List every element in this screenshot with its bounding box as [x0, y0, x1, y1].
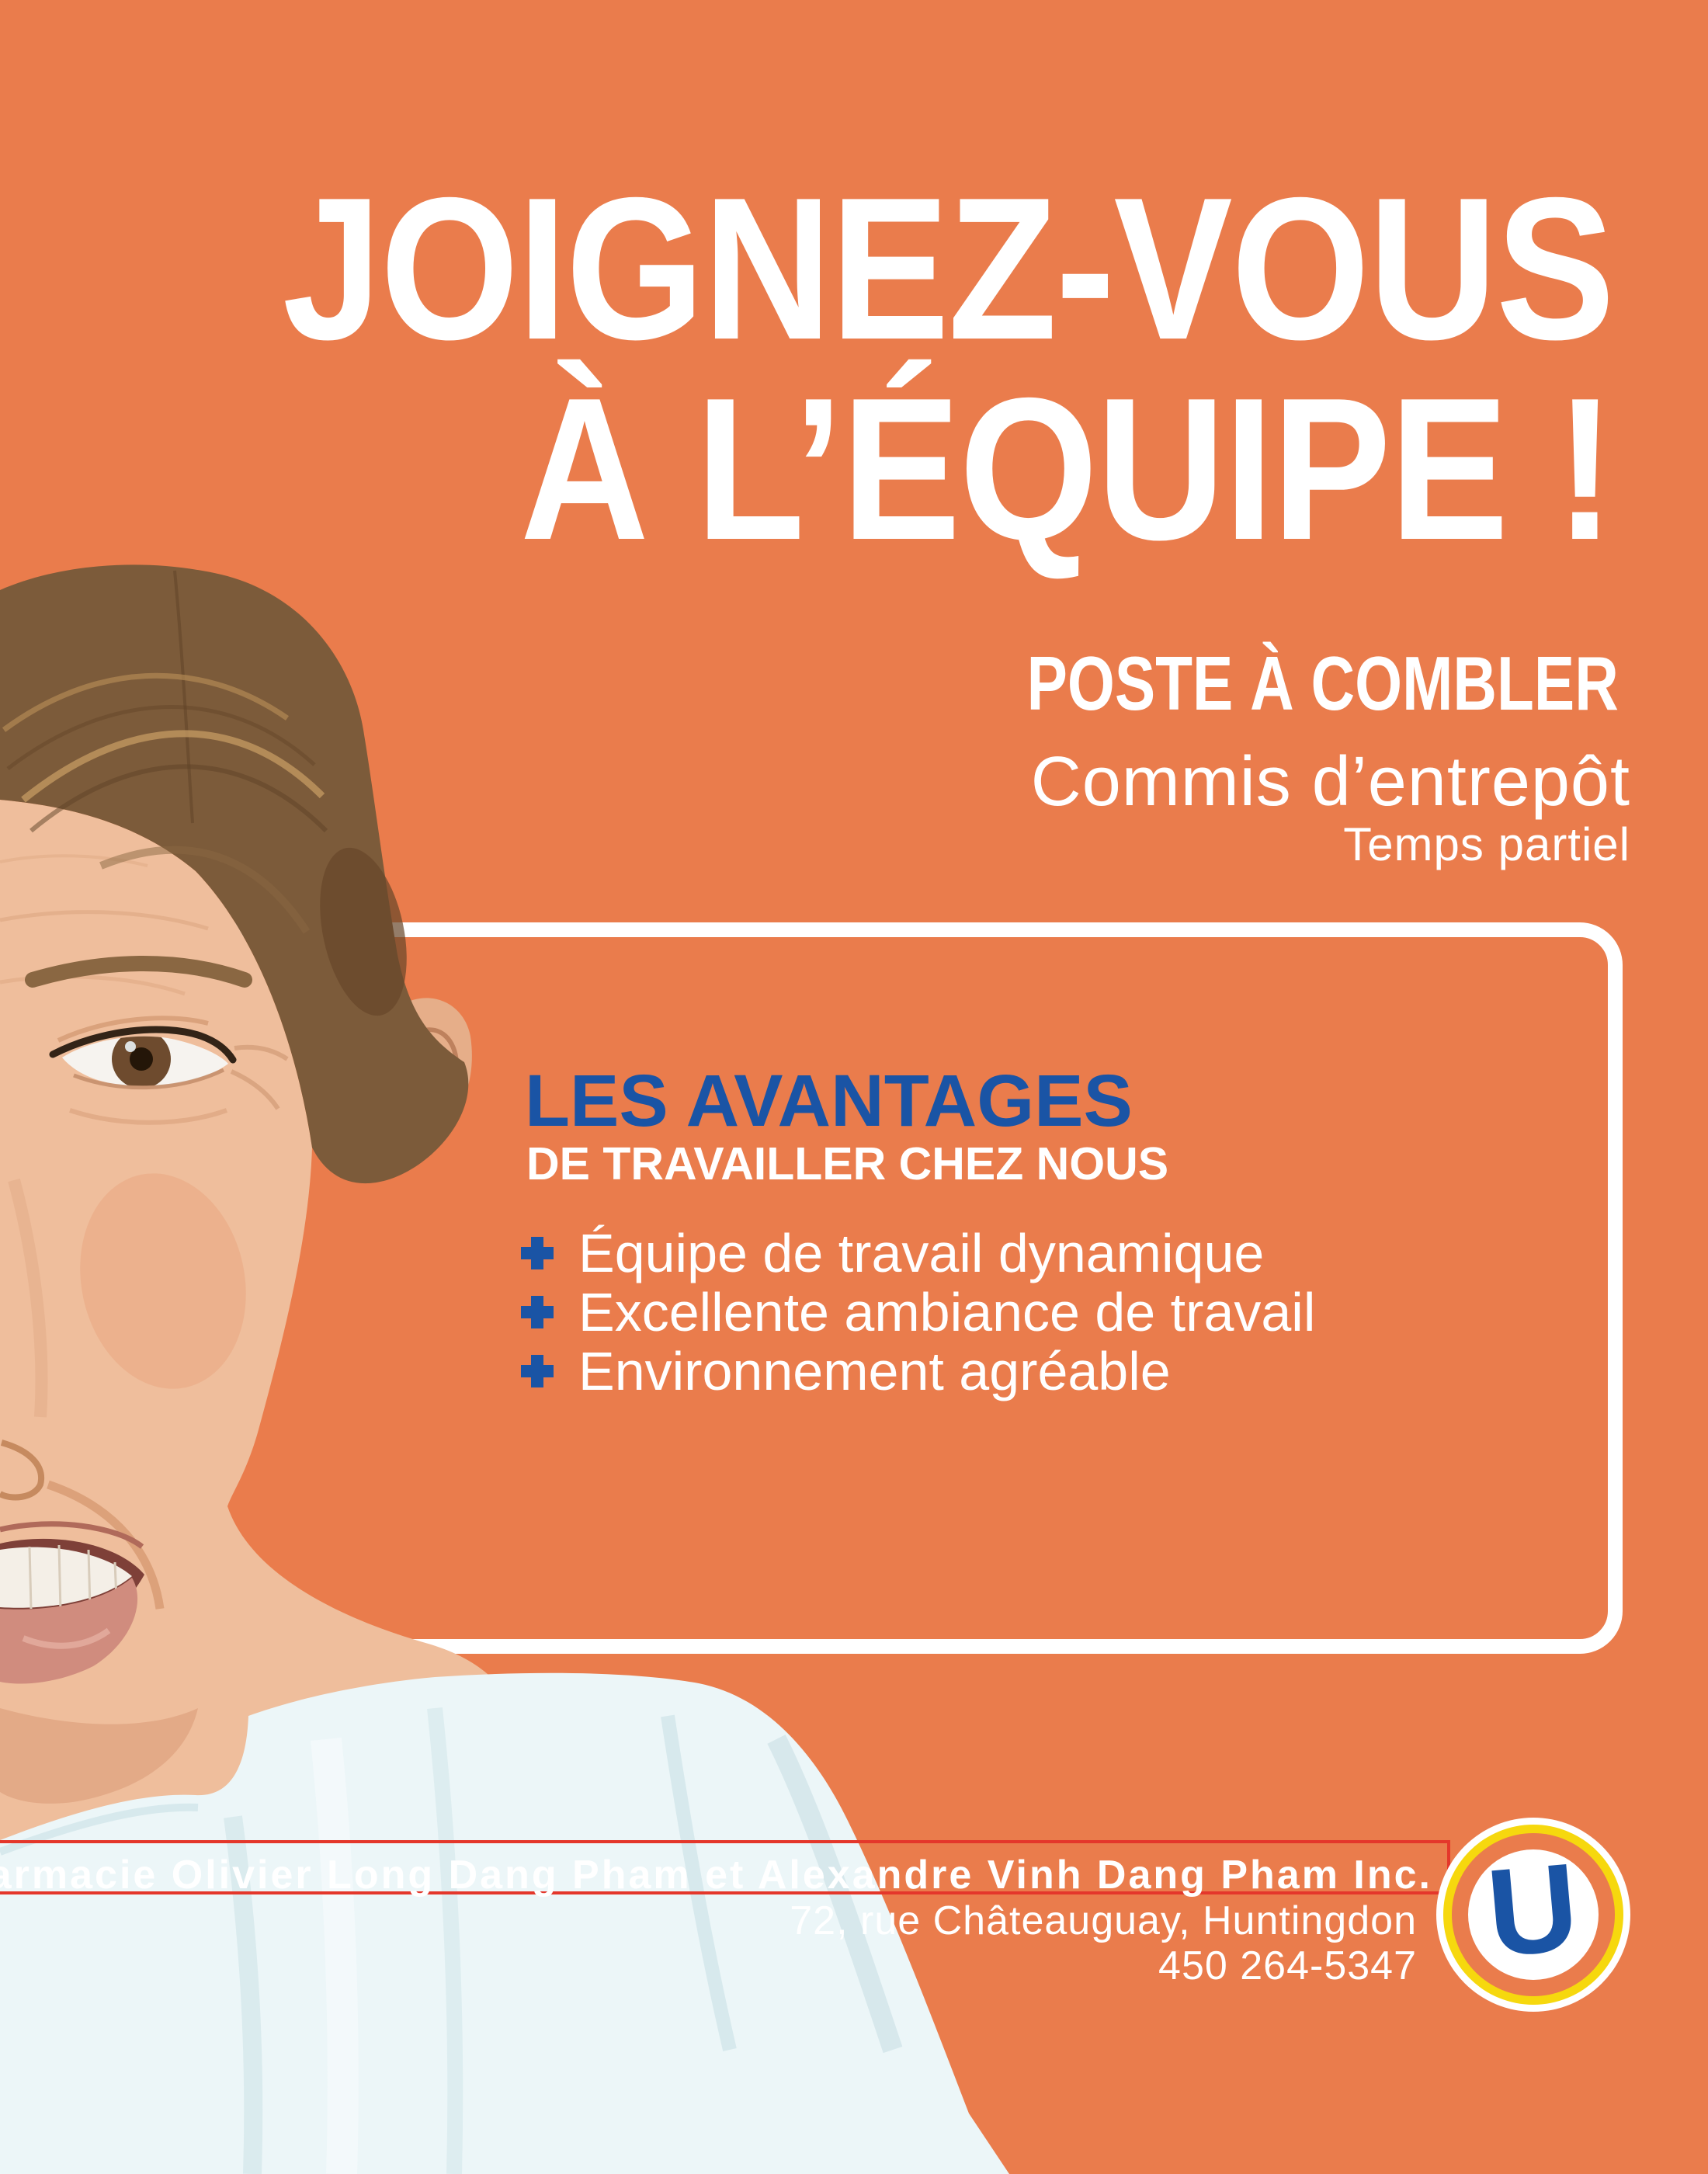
uniprix-logo: U	[1436, 1818, 1630, 2012]
position-title: Commis d’entrepôt	[1030, 743, 1630, 821]
benefit-label: Équipe de travail dynamique	[578, 1223, 1265, 1283]
benefit-item: Environnement agréable	[521, 1342, 1315, 1401]
plus-icon	[521, 1355, 554, 1387]
benefit-label: Excellente ambiance de travail	[578, 1282, 1316, 1342]
plus-icon	[521, 1296, 554, 1328]
pharmacy-phone: 450 264-5347	[1158, 1943, 1417, 1988]
pharmacy-address: 72, rue Châteauguay, Huntingdon	[790, 1898, 1417, 1943]
benefits-list: Équipe de travail dynamique Excellente a…	[521, 1224, 1315, 1401]
benefits-subtitle: DE TRAVAILLER CHEZ NOUS	[526, 1138, 1169, 1189]
headline-line-2: À L’ÉQUIPE !	[371, 356, 1615, 582]
woman-portrait-photo	[0, 564, 1009, 2174]
position-header: POSTE À COMBLER	[1026, 641, 1619, 726]
pharmacy-name: Pharmacie Olivier Long Dang Pham et Alex…	[0, 1853, 1432, 1898]
benefits-title: LES AVANTAGES	[525, 1060, 1133, 1142]
benefit-item: Excellente ambiance de travail	[521, 1283, 1315, 1342]
headline-line-2-text: À L’ÉQUIPE !	[519, 356, 1615, 582]
benefit-item: Équipe de travail dynamique	[521, 1224, 1315, 1283]
benefit-label: Environnement agréable	[578, 1341, 1171, 1401]
headline-line-1-text: JOIGNEZ-VOUS	[282, 156, 1614, 382]
position-schedule: Temps partiel	[1343, 818, 1630, 870]
logo-white-disc: U	[1468, 1836, 1599, 1983]
headline-line-1: JOIGNEZ-VOUS	[101, 156, 1614, 382]
logo-u-letter: U	[1482, 1836, 1584, 1983]
plus-icon	[521, 1237, 554, 1269]
